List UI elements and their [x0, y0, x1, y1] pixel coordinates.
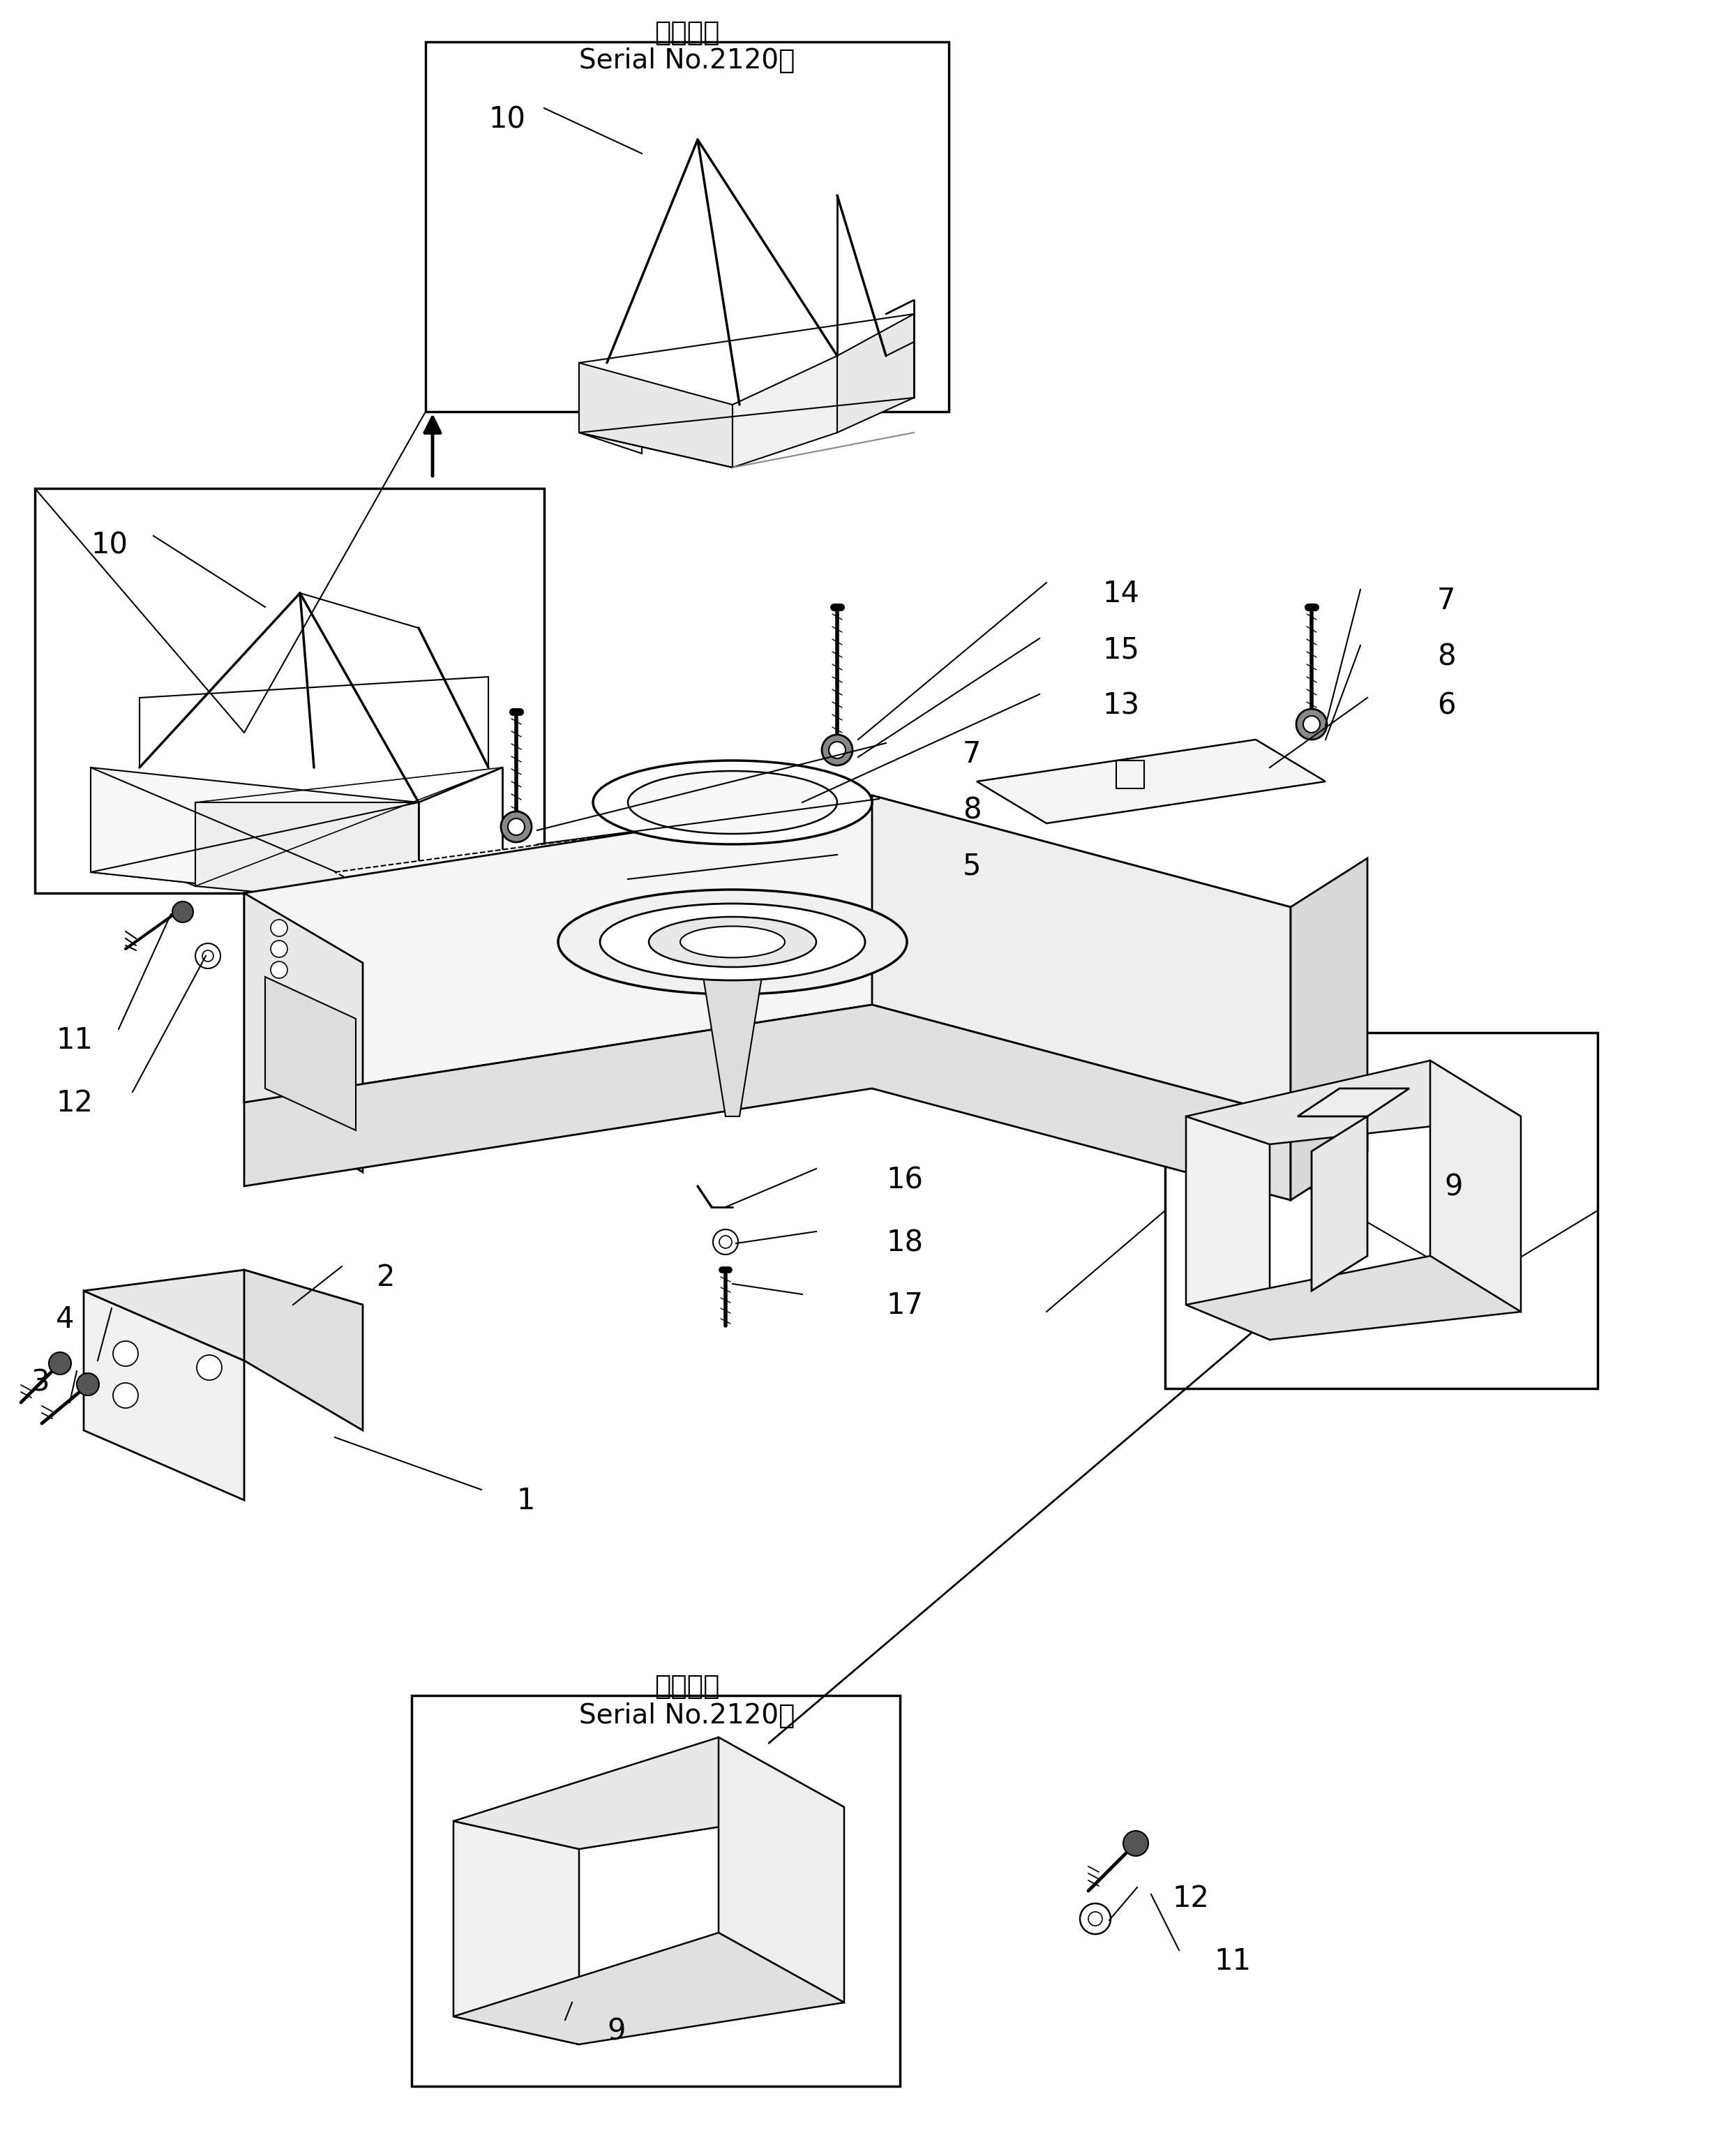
Ellipse shape	[600, 903, 865, 981]
Polygon shape	[244, 1270, 363, 1429]
Polygon shape	[91, 845, 419, 908]
Polygon shape	[719, 1738, 844, 2003]
Polygon shape	[244, 1005, 1291, 1201]
Ellipse shape	[681, 927, 786, 957]
Text: 13: 13	[1102, 690, 1140, 720]
Circle shape	[719, 1235, 732, 1248]
Text: 11: 11	[1214, 1947, 1251, 1977]
Polygon shape	[1430, 1061, 1521, 1311]
Polygon shape	[91, 768, 419, 908]
Polygon shape	[1186, 1257, 1521, 1339]
Polygon shape	[265, 977, 356, 1130]
Text: 適用号機: 適用号機	[655, 1673, 720, 1699]
Text: 9: 9	[1444, 1173, 1463, 1201]
Circle shape	[1080, 1904, 1110, 1934]
Circle shape	[1088, 1912, 1102, 1925]
Polygon shape	[698, 942, 767, 1117]
Text: 8: 8	[1437, 642, 1456, 671]
Text: 3: 3	[31, 1367, 50, 1397]
Text: 16: 16	[885, 1164, 923, 1194]
Ellipse shape	[559, 890, 908, 994]
Circle shape	[196, 1354, 222, 1380]
Circle shape	[822, 735, 853, 765]
Circle shape	[270, 962, 287, 979]
Text: 6: 6	[1437, 690, 1456, 720]
Circle shape	[113, 1382, 138, 1408]
Polygon shape	[1291, 858, 1367, 1201]
Text: 18: 18	[885, 1229, 923, 1257]
Polygon shape	[976, 740, 1325, 824]
Polygon shape	[872, 796, 1291, 1117]
Ellipse shape	[648, 916, 817, 968]
Polygon shape	[837, 315, 915, 433]
Text: 7: 7	[1437, 586, 1456, 614]
Circle shape	[500, 811, 531, 843]
Circle shape	[203, 951, 213, 962]
Circle shape	[507, 819, 524, 834]
Circle shape	[713, 1229, 737, 1255]
Circle shape	[113, 1341, 138, 1367]
Polygon shape	[454, 1738, 844, 1850]
Polygon shape	[579, 362, 732, 468]
Circle shape	[829, 742, 846, 759]
Polygon shape	[91, 768, 196, 886]
Ellipse shape	[593, 761, 872, 845]
Circle shape	[270, 940, 287, 957]
Text: 10: 10	[91, 530, 127, 561]
Polygon shape	[84, 1270, 363, 1360]
Circle shape	[172, 901, 193, 923]
Circle shape	[1123, 1830, 1148, 1856]
Text: 15: 15	[1102, 634, 1140, 664]
Text: 11: 11	[55, 1026, 93, 1054]
Polygon shape	[1298, 1089, 1410, 1117]
Polygon shape	[454, 1822, 579, 2044]
Polygon shape	[1186, 1061, 1521, 1145]
Text: 9: 9	[607, 2016, 626, 2046]
Text: 適用号機: 適用号機	[655, 19, 720, 45]
Text: 12: 12	[1172, 1884, 1208, 1912]
Circle shape	[270, 921, 287, 936]
Polygon shape	[84, 1291, 244, 1501]
Polygon shape	[454, 1932, 844, 2044]
Polygon shape	[1312, 1117, 1367, 1291]
Text: 5: 5	[963, 852, 982, 880]
Polygon shape	[1186, 1117, 1270, 1339]
Circle shape	[77, 1373, 100, 1395]
Ellipse shape	[627, 772, 837, 834]
Text: 8: 8	[963, 796, 982, 826]
Circle shape	[196, 944, 220, 968]
Circle shape	[1303, 716, 1320, 733]
Text: 4: 4	[55, 1304, 74, 1335]
Text: 17: 17	[885, 1291, 923, 1319]
Text: 7: 7	[963, 740, 982, 770]
Polygon shape	[335, 824, 767, 908]
Text: Serial No.2120～: Serial No.2120～	[579, 1703, 796, 1729]
Text: Serial No.2120～: Serial No.2120～	[579, 47, 796, 73]
Circle shape	[1296, 709, 1327, 740]
Bar	[1165, 1033, 1597, 1388]
Text: 1: 1	[516, 1485, 535, 1516]
Polygon shape	[732, 356, 837, 468]
Bar	[34, 489, 545, 893]
Text: 12: 12	[55, 1089, 93, 1117]
Bar	[426, 41, 949, 412]
Bar	[411, 1695, 901, 2087]
Polygon shape	[579, 362, 641, 453]
Polygon shape	[244, 796, 1291, 1117]
Polygon shape	[196, 802, 419, 908]
Text: 10: 10	[488, 106, 526, 134]
Text: 2: 2	[376, 1263, 395, 1291]
Text: 14: 14	[1102, 580, 1140, 608]
Polygon shape	[244, 893, 363, 1173]
Circle shape	[48, 1352, 70, 1376]
